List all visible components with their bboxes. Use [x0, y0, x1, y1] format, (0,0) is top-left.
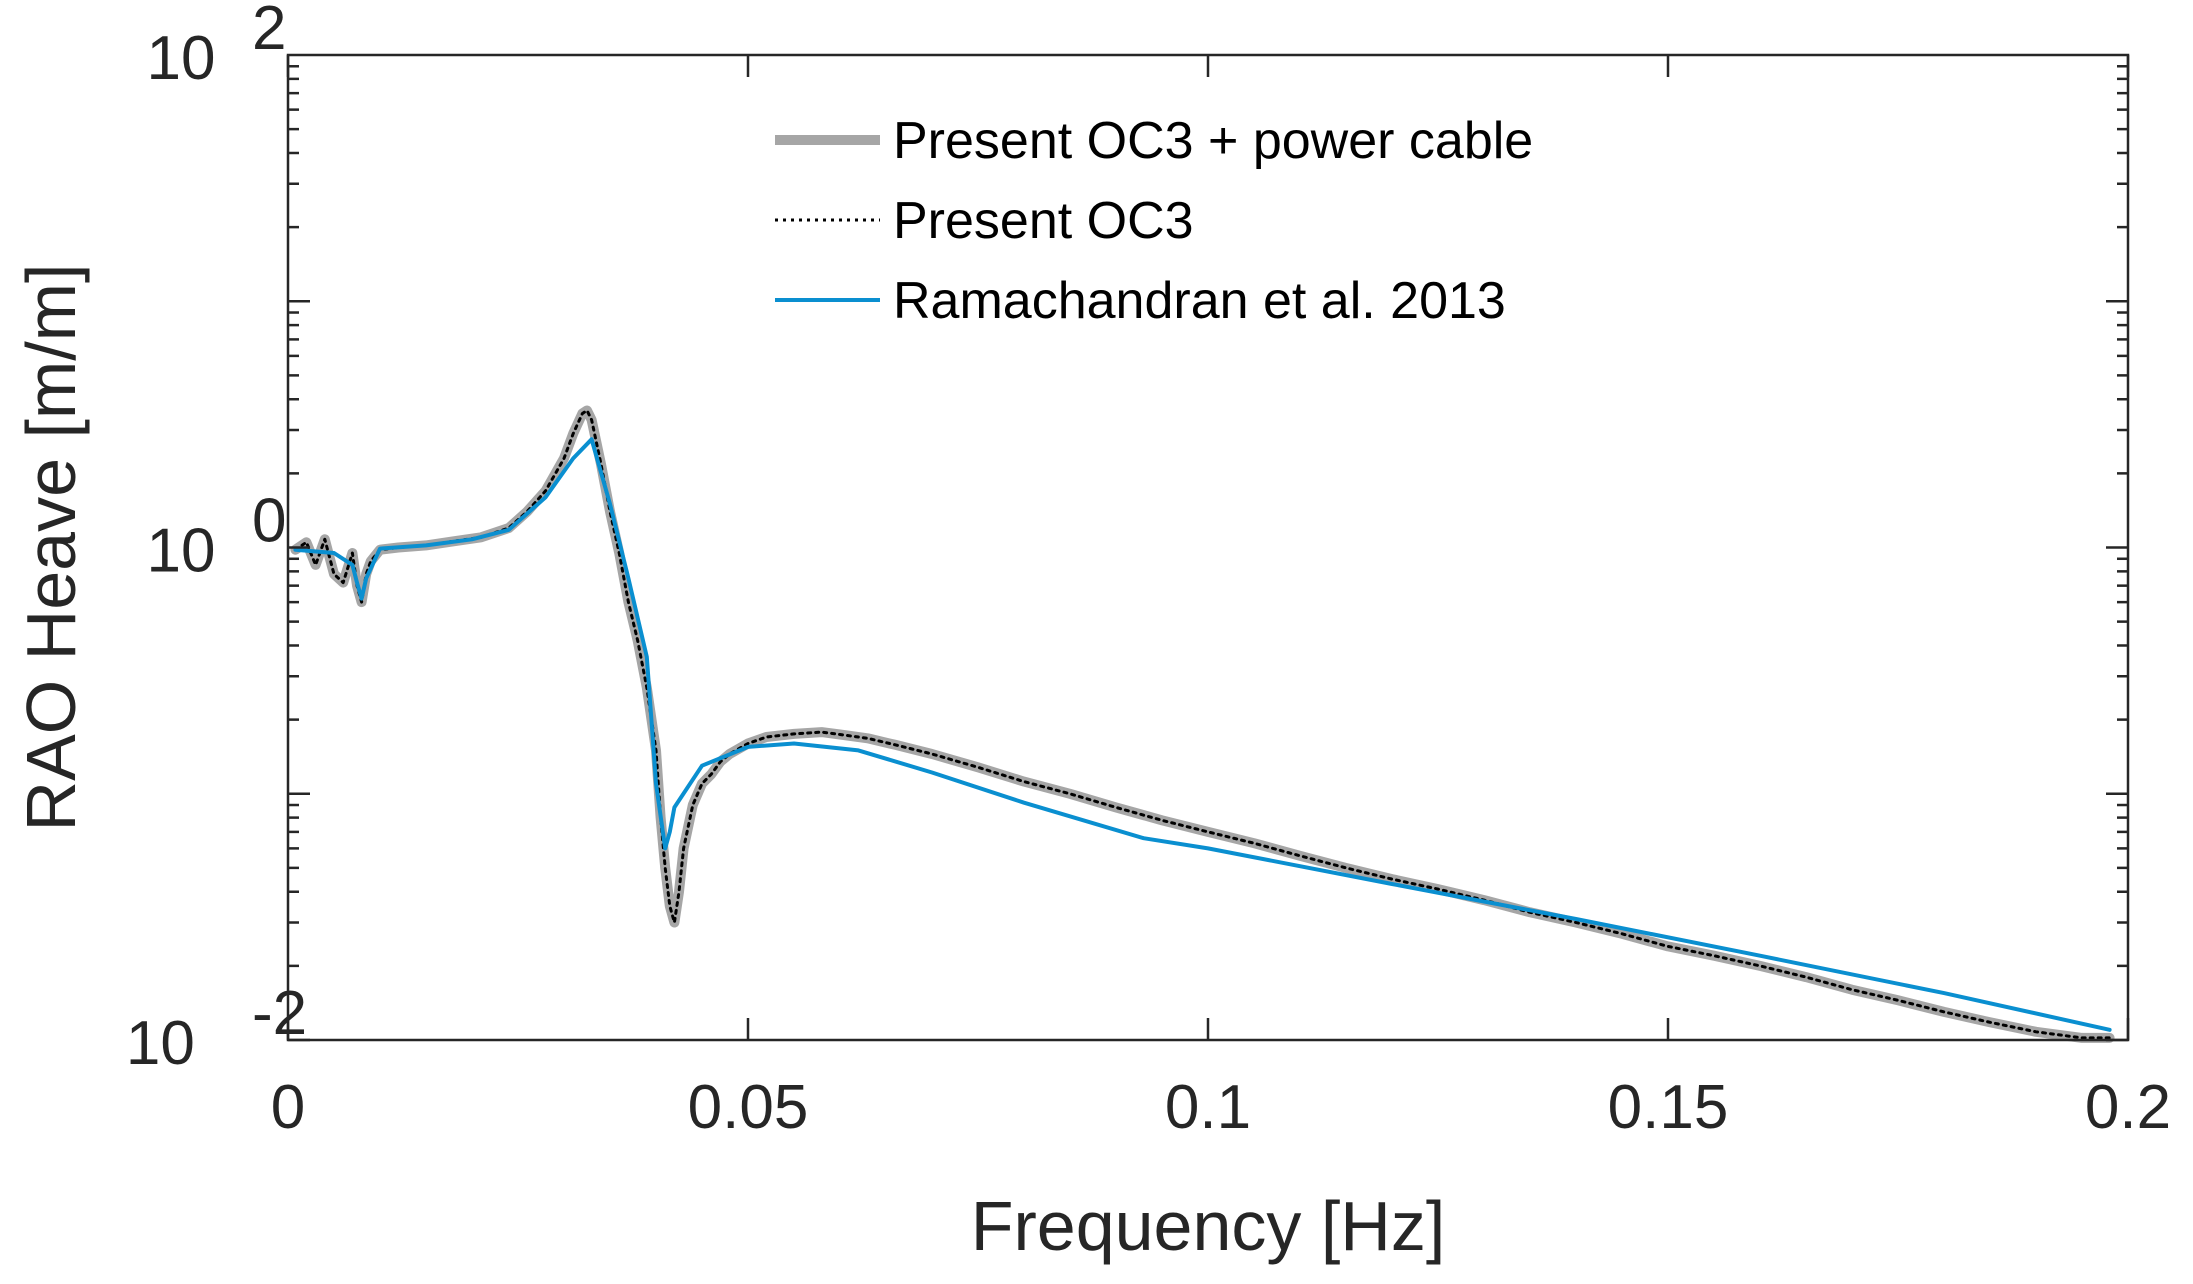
x-tick-label: 0 [271, 1073, 305, 1142]
x-tick-label: 0.1 [1165, 1073, 1251, 1142]
tick-layer [286, 55, 2130, 1042]
y-tick-label: 10 [147, 517, 216, 586]
axes-box [286, 53, 2130, 1042]
series-2 [293, 437, 2112, 1032]
legend: Present OC3 + power cable Present OC3 Rama… [775, 112, 1533, 330]
x-tick-label: 0.15 [1608, 1073, 1729, 1142]
series-line-2 [293, 437, 2112, 1032]
plot-area [288, 55, 2128, 1040]
y-tick-exponent: -2 [252, 979, 307, 1048]
y-tick-exponent: 0 [252, 487, 286, 556]
series-layer [290, 405, 2115, 1043]
x-tick-label: 0.2 [2085, 1073, 2171, 1142]
legend-label-2: Ramachandran et al. 2013 [893, 272, 1506, 330]
tick-label-layer: 0 0.05 0.1 0.15 0.2 10 -2 10 0 10 2 [126, 0, 2171, 1142]
legend-label-0: Present OC3 + power cable [893, 112, 1533, 170]
x-axis-label: Frequency [Hz] [971, 1187, 1446, 1265]
y-axis-label: RAO Heave [m/m] [12, 264, 90, 832]
x-tick-label: 0.05 [688, 1073, 809, 1142]
legend-label-1: Present OC3 [893, 192, 1194, 250]
y-tick-label: 10 [147, 24, 216, 93]
y-tick-label: 10 [126, 1009, 195, 1078]
y-tick-exponent: 2 [252, 0, 286, 63]
